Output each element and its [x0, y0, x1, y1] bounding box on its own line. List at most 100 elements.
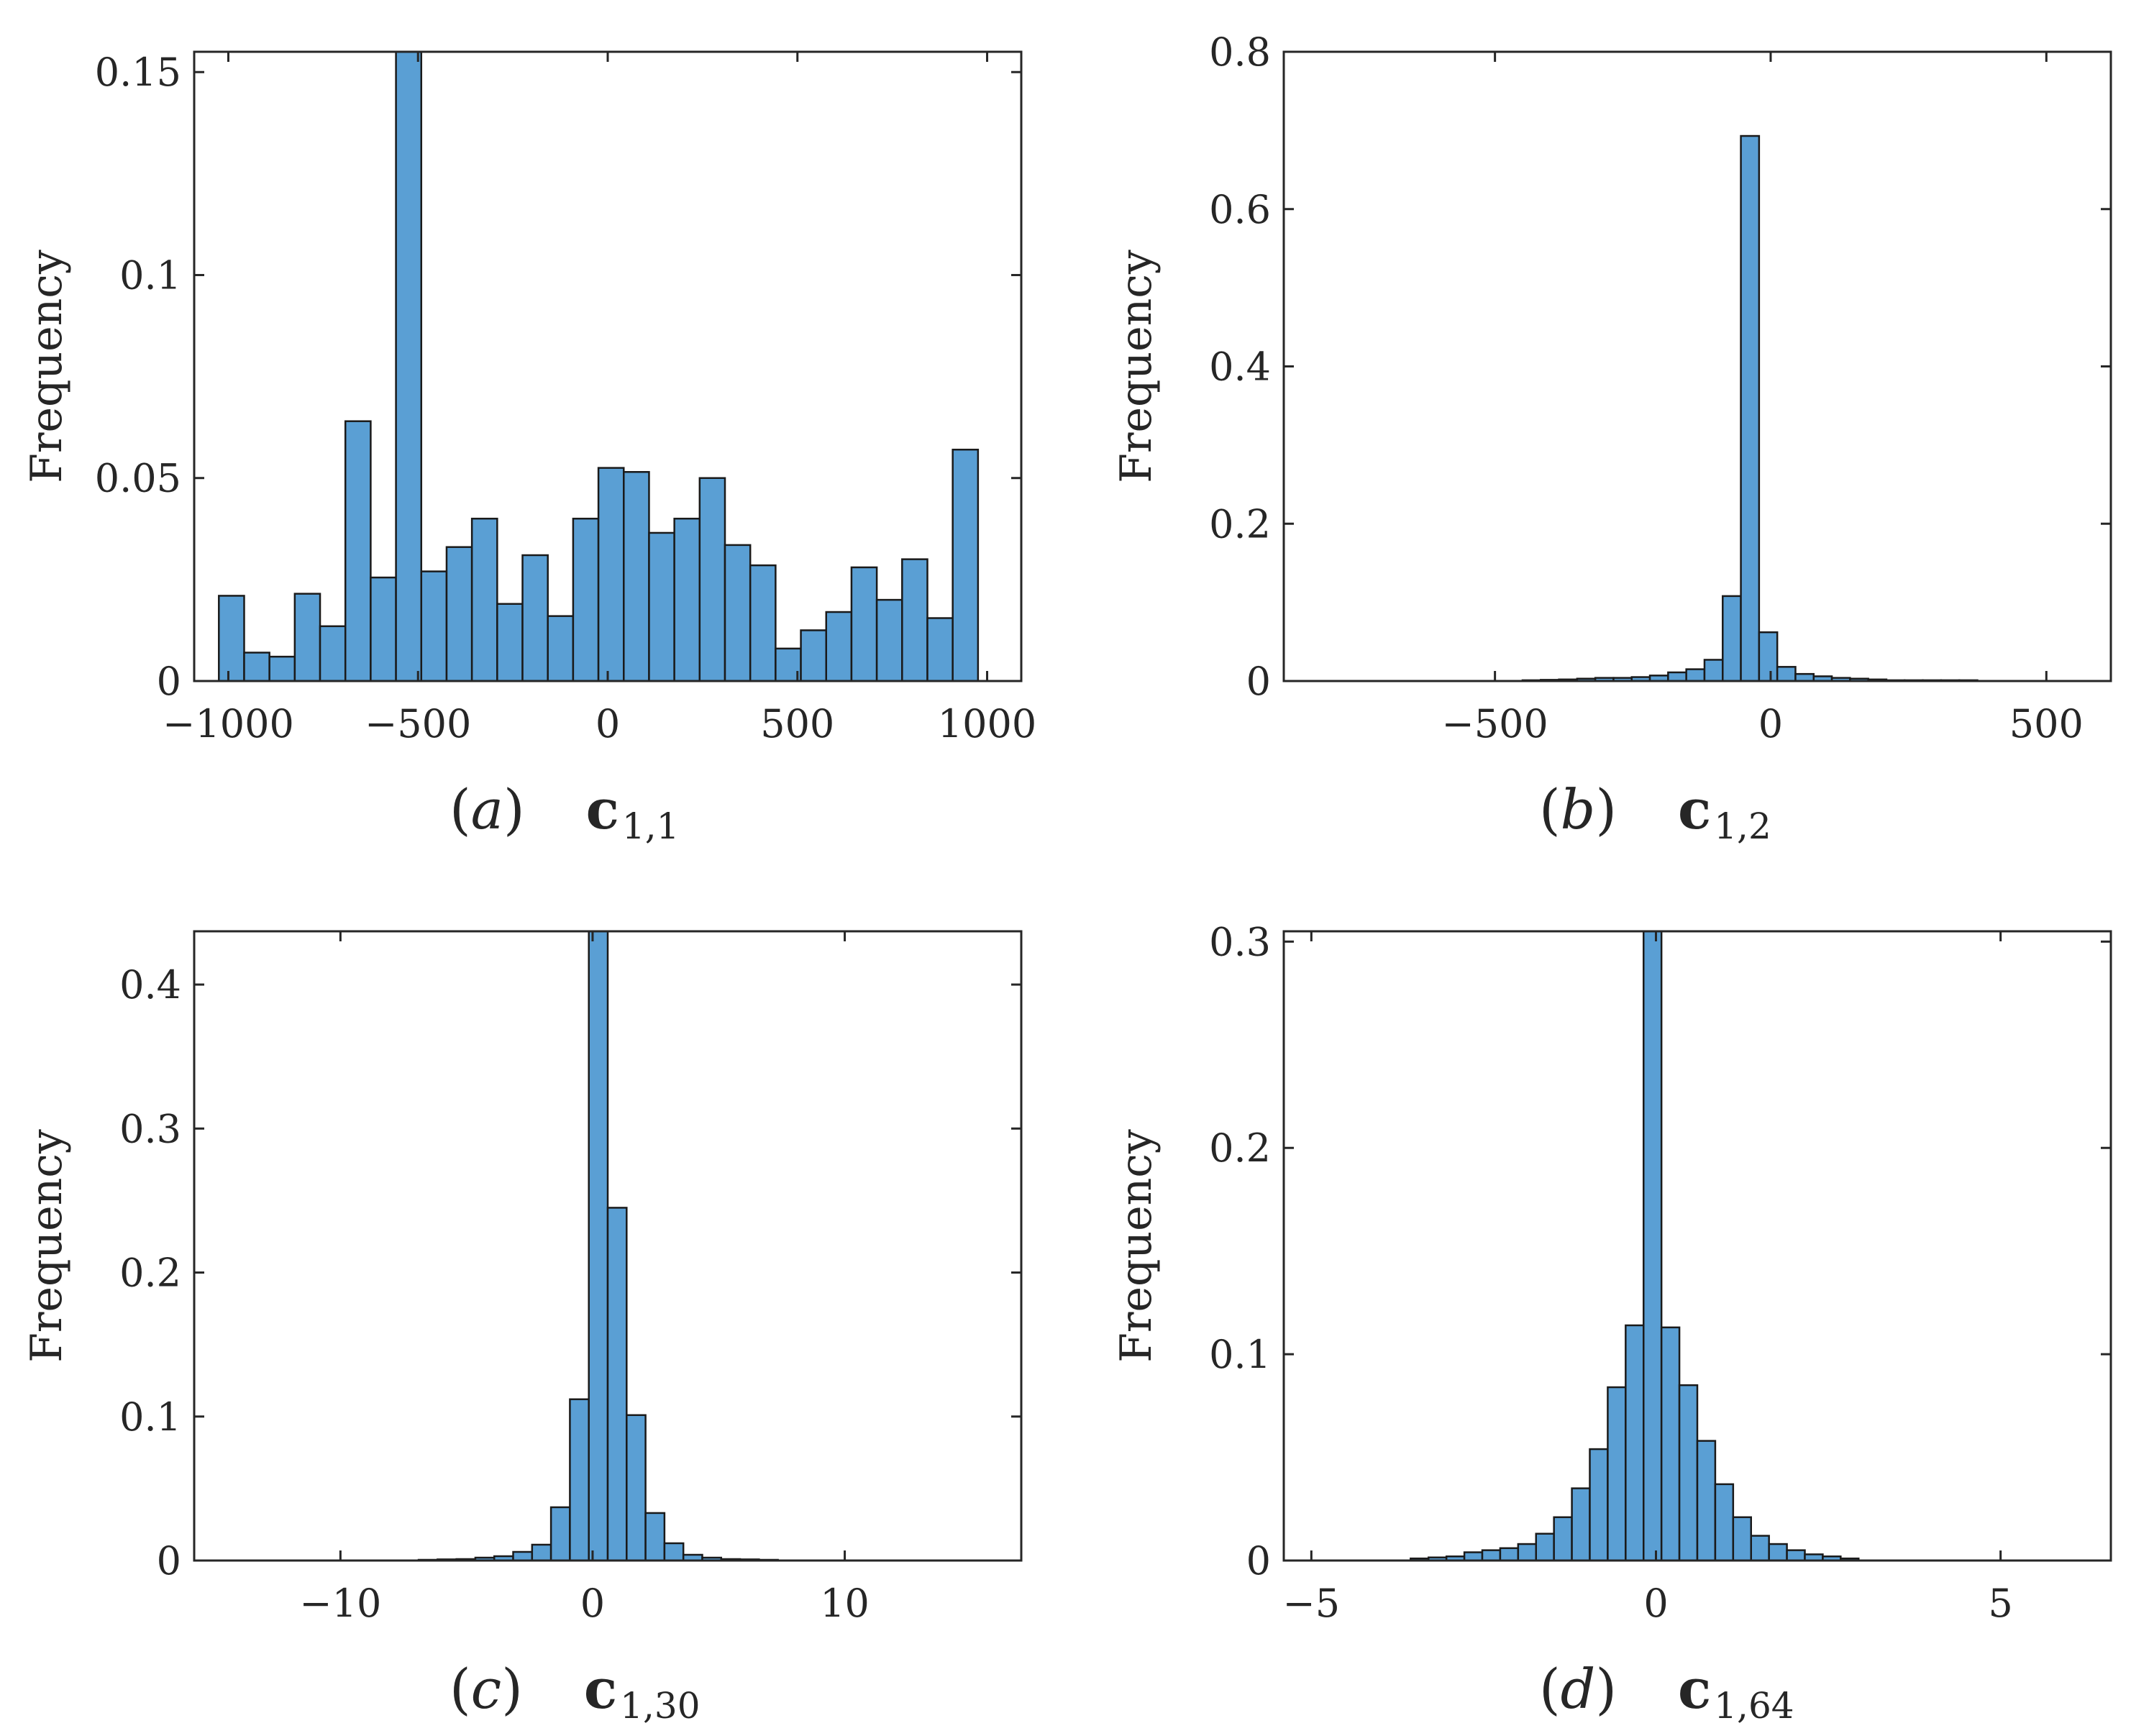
panel-a: −1000 −500 0 500 1000 0 0.05 0.1 0.15 Frequency (a…	[22, 50, 1036, 847]
histogram-bar	[1714, 1483, 1735, 1561]
histogram-bar	[850, 566, 878, 681]
panel-caption: (b) c1,2	[1539, 777, 1771, 847]
histogram-bar	[588, 931, 609, 1561]
bars-c	[417, 931, 779, 1561]
histogram-bar	[724, 544, 752, 681]
panel-letter: d	[1561, 1657, 1596, 1721]
y-tick-label: 0.1	[119, 1394, 181, 1440]
axes-frame-b	[1282, 50, 2112, 682]
histogram-bar	[1685, 668, 1706, 681]
y-tick-label: 0.1	[119, 252, 181, 298]
histogram-bar	[1625, 1324, 1645, 1561]
histogram-bar	[268, 655, 296, 681]
histogram-bar	[875, 598, 903, 681]
panel-letter: b	[1561, 777, 1596, 841]
y-tick-label: 0.3	[1209, 919, 1271, 964]
histogram-bar	[644, 1512, 666, 1561]
x-tick-label: 0	[580, 1581, 605, 1626]
histogram-bar	[496, 603, 524, 681]
x-tick-label: 0	[596, 701, 620, 746]
y-tick-label: 0.2	[119, 1251, 181, 1296]
histogram-bar	[698, 477, 726, 681]
bars-b	[1521, 134, 1979, 681]
x-tick-label: 0	[1758, 701, 1783, 746]
histogram-bar	[1732, 1516, 1752, 1561]
histogram-bar	[1678, 1384, 1699, 1561]
histogram-bar	[420, 570, 448, 681]
histogram-bar	[1643, 931, 1663, 1561]
histogram-bar	[1696, 1440, 1717, 1561]
histogram-bar	[243, 652, 270, 681]
panel-subscript: 1,2	[1714, 805, 1771, 847]
histogram-bar	[470, 517, 498, 681]
y-tick-label: 0.2	[1209, 501, 1271, 547]
y-tick-label: 0.05	[95, 456, 181, 501]
histogram-bar	[549, 1506, 571, 1561]
y-tick-label: 0.2	[1209, 1125, 1271, 1171]
panel-d: −5 0 5 0 0.1 0.2 0.3 Frequency (d) c1,64	[1111, 919, 2112, 1727]
histogram-bar	[445, 546, 473, 681]
y-axis-label: Frequency	[22, 250, 72, 483]
histogram-bar	[825, 611, 853, 681]
x-tick-label: 1000	[938, 701, 1036, 746]
histogram-bar	[1589, 1448, 1609, 1561]
x-tick-label: 500	[760, 701, 834, 746]
histogram-bar	[1722, 595, 1742, 681]
y-tick-label: 0.4	[119, 962, 181, 1008]
bars-d	[1410, 931, 1860, 1561]
panel-letter: a	[471, 777, 503, 841]
histogram-bar	[1499, 1547, 1520, 1561]
panel-b: −500 0 500 0 0.2 0.4 0.6 0.8 Frequency (b) c1,2	[1111, 29, 2112, 847]
x-tick-label: −5	[1283, 1581, 1341, 1626]
histogram-bar	[1776, 666, 1797, 681]
histogram-bar	[1517, 1543, 1537, 1561]
histogram-bar	[1571, 1487, 1591, 1561]
histogram-bar	[626, 1414, 647, 1561]
histogram-bar	[1660, 1326, 1681, 1561]
y-tick-label: 0.6	[1209, 187, 1271, 232]
histogram-bar	[1758, 631, 1779, 681]
y-tick-label: 0	[1246, 659, 1271, 704]
y-axis-label: Frequency	[1111, 1129, 1162, 1363]
histogram-bar	[952, 448, 980, 681]
histogram-bar	[572, 517, 600, 681]
y-tick-label: 0	[157, 659, 181, 704]
histogram-bar	[623, 471, 650, 681]
histogram-bar	[926, 617, 954, 681]
panel-variable: c	[1678, 1657, 1711, 1721]
histogram-bar	[1750, 1535, 1770, 1561]
x-tick-label: −10	[299, 1581, 381, 1626]
histogram-bar	[395, 52, 423, 681]
axes-frame-d	[1282, 930, 2112, 1562]
histogram-bar	[1786, 1549, 1806, 1561]
histogram-bar	[1535, 1532, 1555, 1561]
x-tick-label: 0	[1643, 1581, 1668, 1626]
histogram-bar	[1768, 1543, 1788, 1561]
y-axis-label: Frequency	[22, 1129, 72, 1363]
histogram-bar	[1703, 659, 1724, 681]
histogram-bar	[673, 517, 701, 681]
panel-caption: (a) c1,1	[450, 777, 679, 847]
x-tick-label: 10	[820, 1581, 870, 1626]
y-tick-label: 0	[157, 1538, 181, 1584]
axes-frame-c	[193, 930, 1023, 1562]
histogram-bar	[663, 1542, 685, 1561]
histogram-bar	[344, 420, 372, 681]
x-tick-label: −1000	[163, 701, 294, 746]
histogram-bar	[800, 629, 827, 681]
panel-caption: (d) c1,64	[1539, 1657, 1794, 1727]
panel-subscript: 1,1	[622, 805, 680, 847]
histogram-bar	[749, 564, 777, 681]
y-tick-label: 0.3	[119, 1106, 181, 1151]
histogram-bar	[293, 593, 321, 681]
panel-variable: c	[586, 777, 619, 841]
histogram-bar	[531, 1543, 552, 1561]
x-tick-label: 5	[1988, 1581, 2012, 1626]
panel-subscript: 1,64	[1714, 1685, 1794, 1727]
histogram-bar	[547, 615, 575, 681]
histogram-bar	[319, 625, 347, 681]
histogram-bar	[370, 576, 397, 681]
histogram-bar	[1607, 1386, 1627, 1561]
panel-c: −10 0 10 0 0.1 0.2 0.3 0.4 Frequency (c) c1,30	[22, 930, 1023, 1727]
histogram-bar	[1463, 1551, 1484, 1561]
